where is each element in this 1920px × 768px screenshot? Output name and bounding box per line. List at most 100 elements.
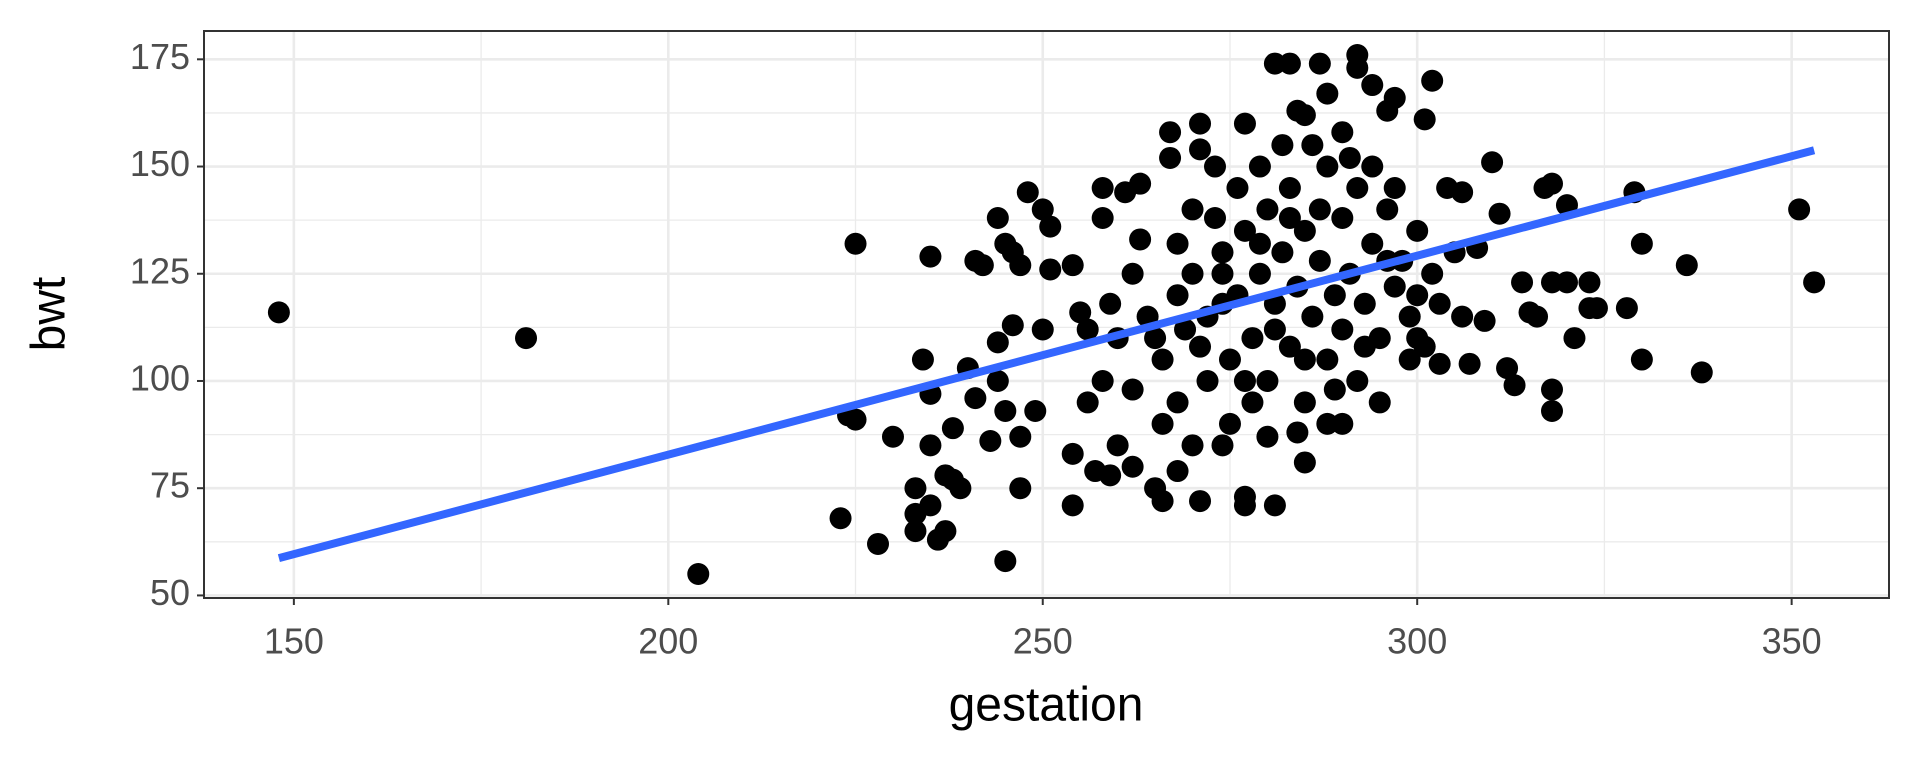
x-tick-label: 350 (1762, 621, 1822, 662)
point (1189, 138, 1212, 161)
point (1690, 361, 1713, 384)
point (1788, 198, 1811, 221)
point (1121, 262, 1144, 285)
point (949, 477, 972, 500)
point (1233, 219, 1256, 242)
point (1189, 490, 1212, 513)
point (1061, 442, 1084, 465)
point (1263, 318, 1286, 341)
point (1278, 176, 1301, 199)
point (881, 425, 904, 448)
point (1308, 249, 1331, 272)
point (1308, 52, 1331, 75)
point (1526, 305, 1549, 328)
point (1555, 271, 1578, 294)
point (1316, 412, 1339, 435)
panel-border (203, 30, 1890, 599)
point (964, 387, 987, 410)
point (1361, 74, 1384, 97)
point (1346, 56, 1369, 79)
y-tick-label: 125 (130, 250, 190, 291)
point (1211, 262, 1234, 285)
point (1263, 494, 1286, 517)
point (1421, 69, 1444, 92)
point (1211, 241, 1234, 264)
point (1458, 352, 1481, 375)
point (1076, 318, 1099, 341)
point (1076, 391, 1099, 414)
y-tick-label: 50 (150, 572, 190, 613)
point (1511, 271, 1534, 294)
point (1024, 400, 1047, 423)
point (1308, 198, 1331, 221)
point (904, 477, 927, 500)
y-tick-label: 100 (130, 357, 190, 398)
point (1361, 155, 1384, 178)
point (1144, 327, 1167, 350)
point (1241, 327, 1264, 350)
point (1233, 369, 1256, 392)
point (1031, 318, 1054, 341)
point (1398, 305, 1421, 328)
point (986, 331, 1009, 354)
point (1009, 477, 1032, 500)
point (1001, 314, 1024, 337)
point (1541, 172, 1563, 195)
point (1615, 297, 1638, 320)
point (1211, 434, 1234, 457)
point (971, 254, 994, 277)
point (1218, 412, 1241, 435)
point (1301, 134, 1324, 157)
point (1189, 335, 1212, 358)
point (1248, 232, 1271, 255)
point (1496, 357, 1519, 380)
point (1406, 284, 1429, 307)
y-tick-label: 150 (130, 143, 190, 184)
point (1346, 176, 1369, 199)
point (1256, 425, 1279, 448)
point (1009, 425, 1032, 448)
point (1503, 374, 1526, 397)
point (1675, 254, 1698, 277)
point (1293, 391, 1316, 414)
point (844, 232, 867, 255)
point (1196, 369, 1219, 392)
point (1218, 348, 1241, 371)
point (1278, 335, 1301, 358)
point (1331, 121, 1354, 144)
y-tick-label: 175 (130, 36, 190, 77)
point (934, 520, 957, 543)
point (1488, 202, 1511, 225)
point (1248, 262, 1271, 285)
point (1159, 146, 1182, 169)
point (1129, 172, 1152, 195)
point (1293, 348, 1316, 371)
point (1241, 391, 1264, 414)
point (1413, 108, 1436, 131)
point (1473, 309, 1496, 332)
point (1069, 301, 1092, 324)
point (1301, 305, 1324, 328)
point (1061, 494, 1084, 517)
point (986, 206, 1009, 229)
point (1121, 455, 1144, 478)
point (1293, 451, 1316, 474)
point (1278, 52, 1301, 75)
point (1323, 378, 1346, 401)
point (1286, 421, 1309, 444)
point (1233, 112, 1256, 135)
point (1803, 271, 1826, 294)
point (1406, 219, 1429, 242)
point (1383, 86, 1406, 109)
point (1398, 348, 1421, 371)
point (1091, 369, 1114, 392)
point (1159, 121, 1182, 144)
point (941, 417, 964, 440)
point (1204, 206, 1226, 229)
point (1121, 378, 1144, 401)
point (1271, 134, 1294, 157)
point (1383, 176, 1406, 199)
point (1271, 241, 1294, 264)
point (1039, 258, 1062, 281)
